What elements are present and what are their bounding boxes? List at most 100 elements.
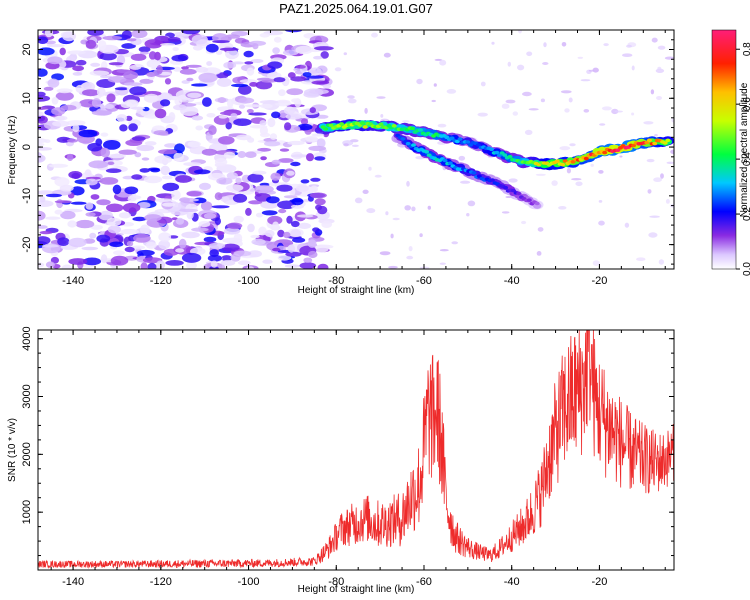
noise-blob xyxy=(588,69,595,72)
noise-blob xyxy=(38,142,45,147)
noise-blob xyxy=(254,185,274,194)
noise-blob xyxy=(247,173,264,183)
noise-blob xyxy=(216,177,233,185)
noise-blob xyxy=(279,148,290,152)
noise-blob xyxy=(309,107,316,114)
ridge-blob xyxy=(418,128,423,132)
noise-blob xyxy=(451,241,459,245)
noise-blob xyxy=(315,204,323,211)
noise-blob xyxy=(221,255,233,262)
noise-blob xyxy=(306,75,324,79)
noise-blob xyxy=(310,185,318,193)
noise-blob xyxy=(313,55,323,60)
noise-blob xyxy=(343,52,347,56)
noise-blob xyxy=(38,111,44,117)
noise-blob xyxy=(392,217,400,221)
noise-blob xyxy=(379,251,391,256)
ridge-blob xyxy=(411,143,416,147)
noise-blob xyxy=(255,212,264,218)
noise-blob xyxy=(271,159,281,165)
noise-blob xyxy=(198,220,211,228)
noise-blob xyxy=(158,240,171,250)
noise-blob xyxy=(598,220,605,226)
spectrogram-x-tick-label: -40 xyxy=(504,275,520,287)
noise-blob xyxy=(78,129,98,138)
noise-blob xyxy=(575,181,583,187)
noise-blob xyxy=(214,192,223,201)
noise-blob xyxy=(283,231,291,239)
noise-blob xyxy=(233,118,252,126)
noise-blob xyxy=(297,123,313,131)
noise-blob xyxy=(179,197,191,203)
noise-blob xyxy=(655,68,665,74)
noise-blob xyxy=(571,178,582,181)
noise-blob xyxy=(148,51,157,60)
noise-blob xyxy=(250,59,264,63)
noise-blob xyxy=(66,153,74,161)
noise-blob xyxy=(226,172,238,180)
noise-blob xyxy=(38,95,51,102)
noise-blob xyxy=(238,104,246,109)
noise-blob xyxy=(103,140,121,150)
noise-blob xyxy=(290,161,301,167)
noise-blob xyxy=(131,30,148,39)
noise-blob xyxy=(149,168,161,173)
noise-blob xyxy=(322,84,332,89)
noise-blob xyxy=(51,97,59,105)
noise-blob xyxy=(121,30,133,39)
noise-blob xyxy=(72,72,83,76)
noise-blob xyxy=(262,259,273,264)
noise-blob xyxy=(237,151,247,158)
noise-blob xyxy=(174,143,185,154)
noise-blob xyxy=(551,180,558,186)
noise-blob xyxy=(542,62,549,65)
noise-blob xyxy=(285,113,303,120)
noise-blob xyxy=(132,216,147,222)
noise-blob xyxy=(272,221,279,230)
noise-blob xyxy=(66,120,86,126)
ridge-blob xyxy=(328,123,334,128)
noise-blob xyxy=(206,61,213,66)
noise-blob xyxy=(89,70,110,76)
noise-blob xyxy=(186,262,197,269)
noise-blob xyxy=(258,226,267,236)
noise-blob xyxy=(458,155,466,161)
noise-blob xyxy=(308,145,327,151)
noise-blob xyxy=(121,43,136,49)
snr-series-line xyxy=(38,330,674,569)
noise-blob xyxy=(122,202,141,213)
noise-blob xyxy=(477,112,488,117)
noise-blob xyxy=(39,196,46,203)
ridge-blob xyxy=(405,141,411,146)
noise-blob xyxy=(107,76,127,83)
spectrogram-y-tick-label: 10 xyxy=(21,92,33,104)
noise-blob xyxy=(107,225,122,234)
noise-blob xyxy=(569,143,576,147)
noise-blob xyxy=(501,103,510,109)
snr-y-axis-label: SNR (10 * v/v) xyxy=(7,418,18,482)
noise-blob xyxy=(411,206,416,212)
noise-blob xyxy=(354,197,363,204)
noise-blob xyxy=(314,46,334,51)
noise-blob xyxy=(212,40,230,44)
noise-blob xyxy=(172,47,179,52)
snr-x-tick-label: -120 xyxy=(150,576,172,588)
spectrogram-x-tick-label: -60 xyxy=(416,275,432,287)
spectrogram-y-tick-label: 20 xyxy=(21,43,33,55)
noise-blob xyxy=(145,241,157,249)
noise-blob xyxy=(100,75,112,79)
noise-blob xyxy=(38,262,45,268)
noise-blob xyxy=(622,53,633,57)
noise-blob xyxy=(267,215,283,225)
noise-blob xyxy=(566,168,572,174)
noise-blob xyxy=(309,192,327,199)
spectrogram-x-tick-label: -120 xyxy=(150,275,172,287)
noise-blob xyxy=(109,241,124,248)
spectrogram-y-tick-label: -10 xyxy=(21,188,33,204)
noise-blob xyxy=(298,222,311,229)
noise-blob xyxy=(171,54,188,62)
noise-blob xyxy=(136,249,155,256)
noise-blob xyxy=(131,106,145,110)
snr-x-tick-label: -60 xyxy=(416,576,432,588)
noise-blob xyxy=(154,108,167,119)
